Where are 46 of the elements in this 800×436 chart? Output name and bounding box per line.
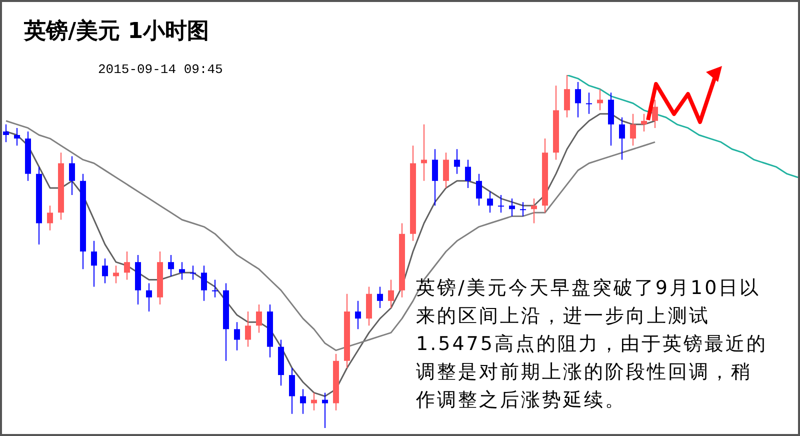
candlestick	[212, 279, 218, 298]
candlestick	[300, 388, 306, 414]
candlestick	[509, 198, 515, 217]
candlestick	[630, 113, 636, 146]
candlestick	[476, 173, 482, 206]
candlestick	[520, 202, 526, 217]
candlestick	[201, 265, 207, 302]
candlestick	[355, 300, 361, 330]
candlestick	[531, 198, 537, 224]
candlestick	[69, 156, 75, 196]
candlestick	[498, 194, 504, 214]
candlestick	[564, 74, 570, 118]
candlestick	[289, 367, 295, 414]
candlestick	[421, 124, 427, 182]
chart-subtitle: 2015-09-14 09:45	[98, 62, 223, 77]
candlestick	[234, 322, 240, 351]
candlestick	[190, 265, 196, 280]
candlestick	[102, 258, 108, 284]
candlestick	[91, 240, 97, 288]
candlestick	[487, 190, 493, 214]
candlestick	[124, 251, 130, 280]
candlestick	[377, 286, 383, 308]
candlestick	[245, 311, 251, 348]
candlestick	[311, 392, 317, 411]
candlestick	[454, 148, 460, 174]
candlestick	[179, 262, 185, 280]
chart-title: 英镑/美元 1小时图	[24, 18, 210, 46]
candlestick	[3, 124, 9, 143]
candlestick	[443, 152, 449, 188]
candlestick	[619, 116, 625, 160]
candlestick	[388, 279, 394, 308]
candlestick	[641, 113, 647, 132]
annotation: 英镑/美元今天早盘突破了9月10日以来的区间上沿，进一步向上测试1.5475高点的阻力，由于英镑最近的调整是对前期上涨的阶段性回调，稍作调整之后涨势延续。	[416, 276, 768, 413]
candlestick	[113, 265, 119, 284]
candlestick	[652, 99, 658, 128]
candlestick	[47, 205, 53, 231]
candlestick	[465, 159, 471, 188]
candlestick	[14, 127, 20, 146]
candlestick	[146, 282, 152, 312]
candlestick	[256, 304, 262, 334]
candlestick	[432, 148, 438, 206]
candlestick	[575, 82, 581, 118]
candlestick	[586, 92, 592, 114]
candlestick	[597, 88, 603, 111]
candlestick	[168, 254, 174, 277]
candlestick	[322, 392, 328, 428]
